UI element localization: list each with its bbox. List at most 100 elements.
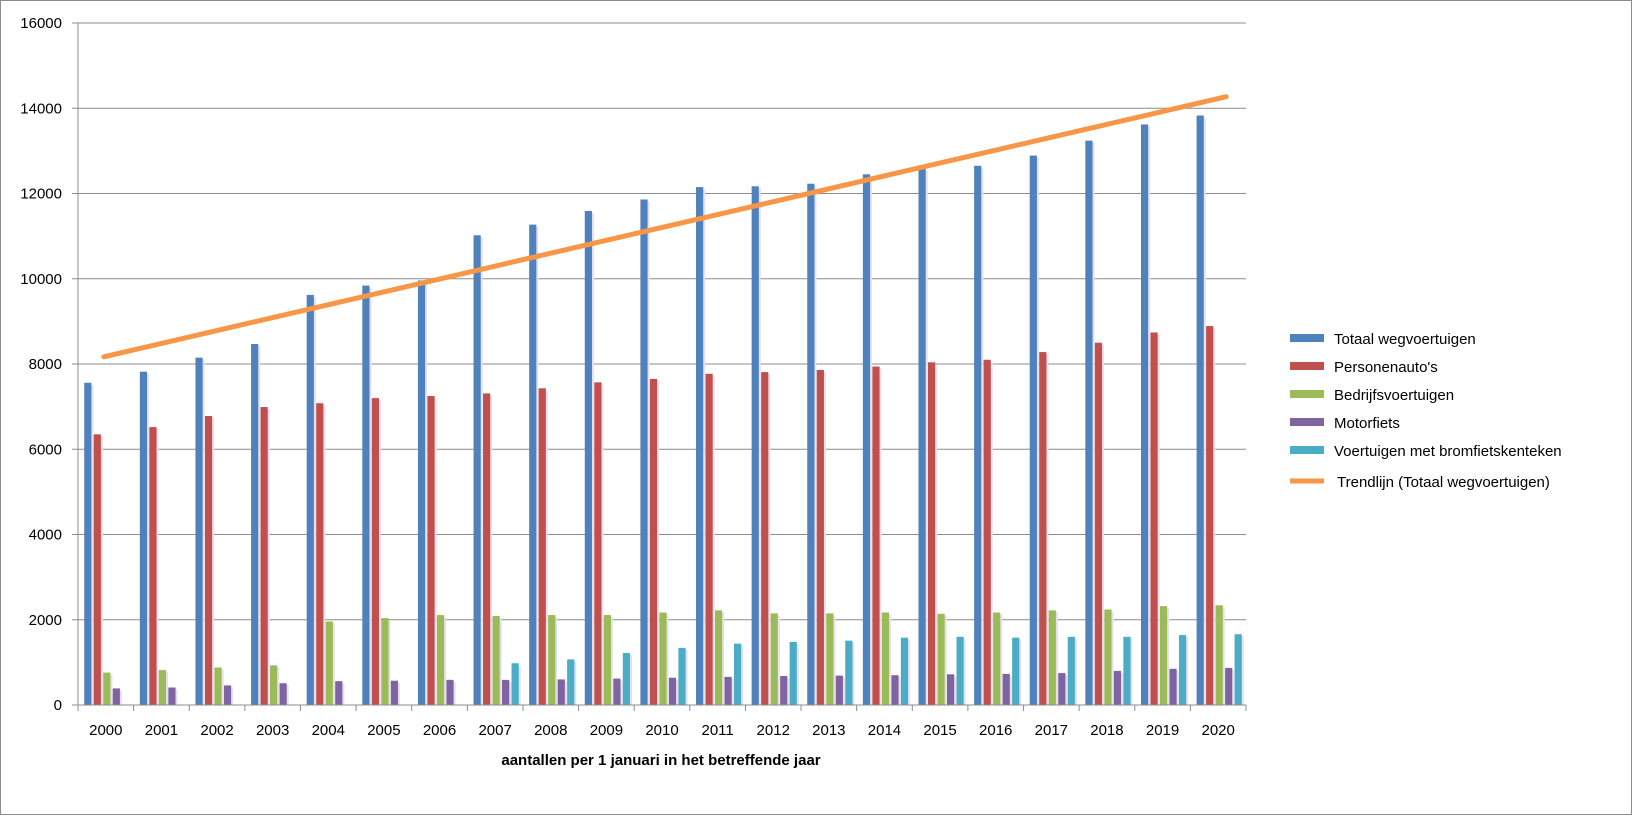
bar — [427, 395, 435, 705]
bar-shadow — [1130, 638, 1133, 705]
bar — [1206, 326, 1214, 705]
bar — [1225, 667, 1233, 705]
bar — [93, 434, 101, 705]
bar-shadow — [1176, 670, 1179, 705]
bar — [529, 224, 537, 705]
bar — [325, 621, 333, 705]
bar-shadow — [981, 167, 984, 705]
bar — [1039, 352, 1047, 705]
bar — [946, 674, 955, 705]
legend-label: Totaal wegvoertuigen — [1334, 331, 1476, 348]
bar-shadow — [536, 226, 539, 705]
x-tick-label: 2008 — [534, 722, 567, 739]
bar — [603, 615, 611, 705]
bar — [678, 647, 686, 705]
bar — [548, 615, 556, 705]
bar — [251, 343, 259, 705]
bar — [956, 636, 964, 705]
bar-shadow — [647, 201, 650, 705]
legend: Totaal wegvoertuigen Personenauto's Bedrij… — [1290, 331, 1562, 491]
x-tick-label: 2011 — [701, 722, 733, 739]
bar-shadow — [823, 371, 826, 705]
bar — [502, 679, 510, 705]
legend-label: Bedrijfsvoertuigen — [1334, 387, 1454, 404]
bar — [112, 688, 120, 705]
bar-shadow — [629, 654, 632, 705]
x-tick-label: 2017 — [1035, 722, 1068, 739]
bar — [436, 615, 445, 705]
bar — [390, 680, 399, 705]
bar-shadow — [332, 623, 335, 705]
bar-shadow — [221, 669, 224, 705]
bar-shadow — [963, 638, 966, 705]
bar-shadow — [202, 359, 205, 705]
bar-shadow — [166, 672, 169, 705]
bar-shadow — [1009, 675, 1012, 705]
bar — [993, 612, 1001, 705]
y-tick-label: 6000 — [29, 441, 62, 458]
bar — [1234, 634, 1242, 705]
axes — [72, 22, 1247, 711]
x-tick-labels: 2000 2001 2002 2003 2004 2005 2006 2007 2008 2009… — [89, 722, 1235, 739]
bar — [511, 663, 519, 705]
bar-shadow — [1203, 117, 1206, 706]
x-tick-label: 2015 — [923, 722, 956, 739]
bar — [1215, 605, 1223, 705]
bar — [1123, 636, 1131, 705]
bar — [84, 382, 92, 705]
bar — [1159, 606, 1168, 705]
bar-shadow — [1232, 669, 1235, 705]
bar-shadow — [574, 661, 577, 705]
bar-shadow — [712, 375, 715, 705]
bar-shadow — [676, 679, 679, 705]
bar-shadow — [666, 614, 669, 705]
bar-shadow — [741, 645, 744, 705]
bar — [826, 613, 834, 705]
bar — [900, 637, 909, 705]
bar — [1140, 124, 1149, 705]
bar-shadow — [1186, 637, 1189, 705]
bar-shadow — [1074, 638, 1077, 705]
bar-shadow — [1102, 344, 1105, 705]
bar-shadow — [1213, 328, 1216, 705]
bar — [567, 659, 575, 705]
bar-shadow — [703, 189, 706, 705]
bar-shadow — [100, 436, 103, 705]
x-tick-label: 2009 — [590, 722, 623, 739]
bar-shadow — [610, 617, 613, 705]
bar-shadow — [1148, 126, 1151, 705]
bars — [84, 115, 1244, 706]
bar-shadow — [722, 612, 725, 705]
bar — [649, 378, 658, 705]
bar — [335, 681, 343, 705]
bar-shadow — [935, 364, 938, 705]
bar — [557, 679, 565, 705]
bar-shadow — [444, 617, 447, 705]
bar-shadow — [342, 683, 345, 705]
bar-shadow — [388, 620, 391, 705]
bar-shadow — [768, 374, 771, 705]
bar-shadow — [1167, 608, 1170, 705]
bar — [835, 675, 843, 705]
bar-shadow — [758, 188, 761, 705]
bar-shadow — [555, 617, 558, 705]
bar — [761, 372, 769, 705]
legend-swatch — [1290, 334, 1324, 342]
x-tick-label: 2003 — [256, 722, 289, 739]
bar — [1196, 115, 1204, 706]
bar-shadow — [944, 615, 947, 705]
bar — [622, 652, 630, 705]
bar-shadow — [147, 373, 150, 705]
bar-shadow — [1019, 639, 1022, 705]
bar-shadow — [787, 678, 790, 705]
legend-swatch — [1290, 362, 1324, 370]
bar — [417, 280, 426, 705]
x-tick-label: 2002 — [200, 722, 233, 739]
bar-shadow — [119, 690, 122, 705]
legend-label: Motorfiets — [1334, 415, 1400, 432]
bar — [974, 165, 982, 705]
bar — [640, 199, 648, 705]
bar-shadow — [564, 681, 567, 705]
bar-shadow — [842, 677, 845, 705]
bar-shadow — [323, 405, 326, 705]
